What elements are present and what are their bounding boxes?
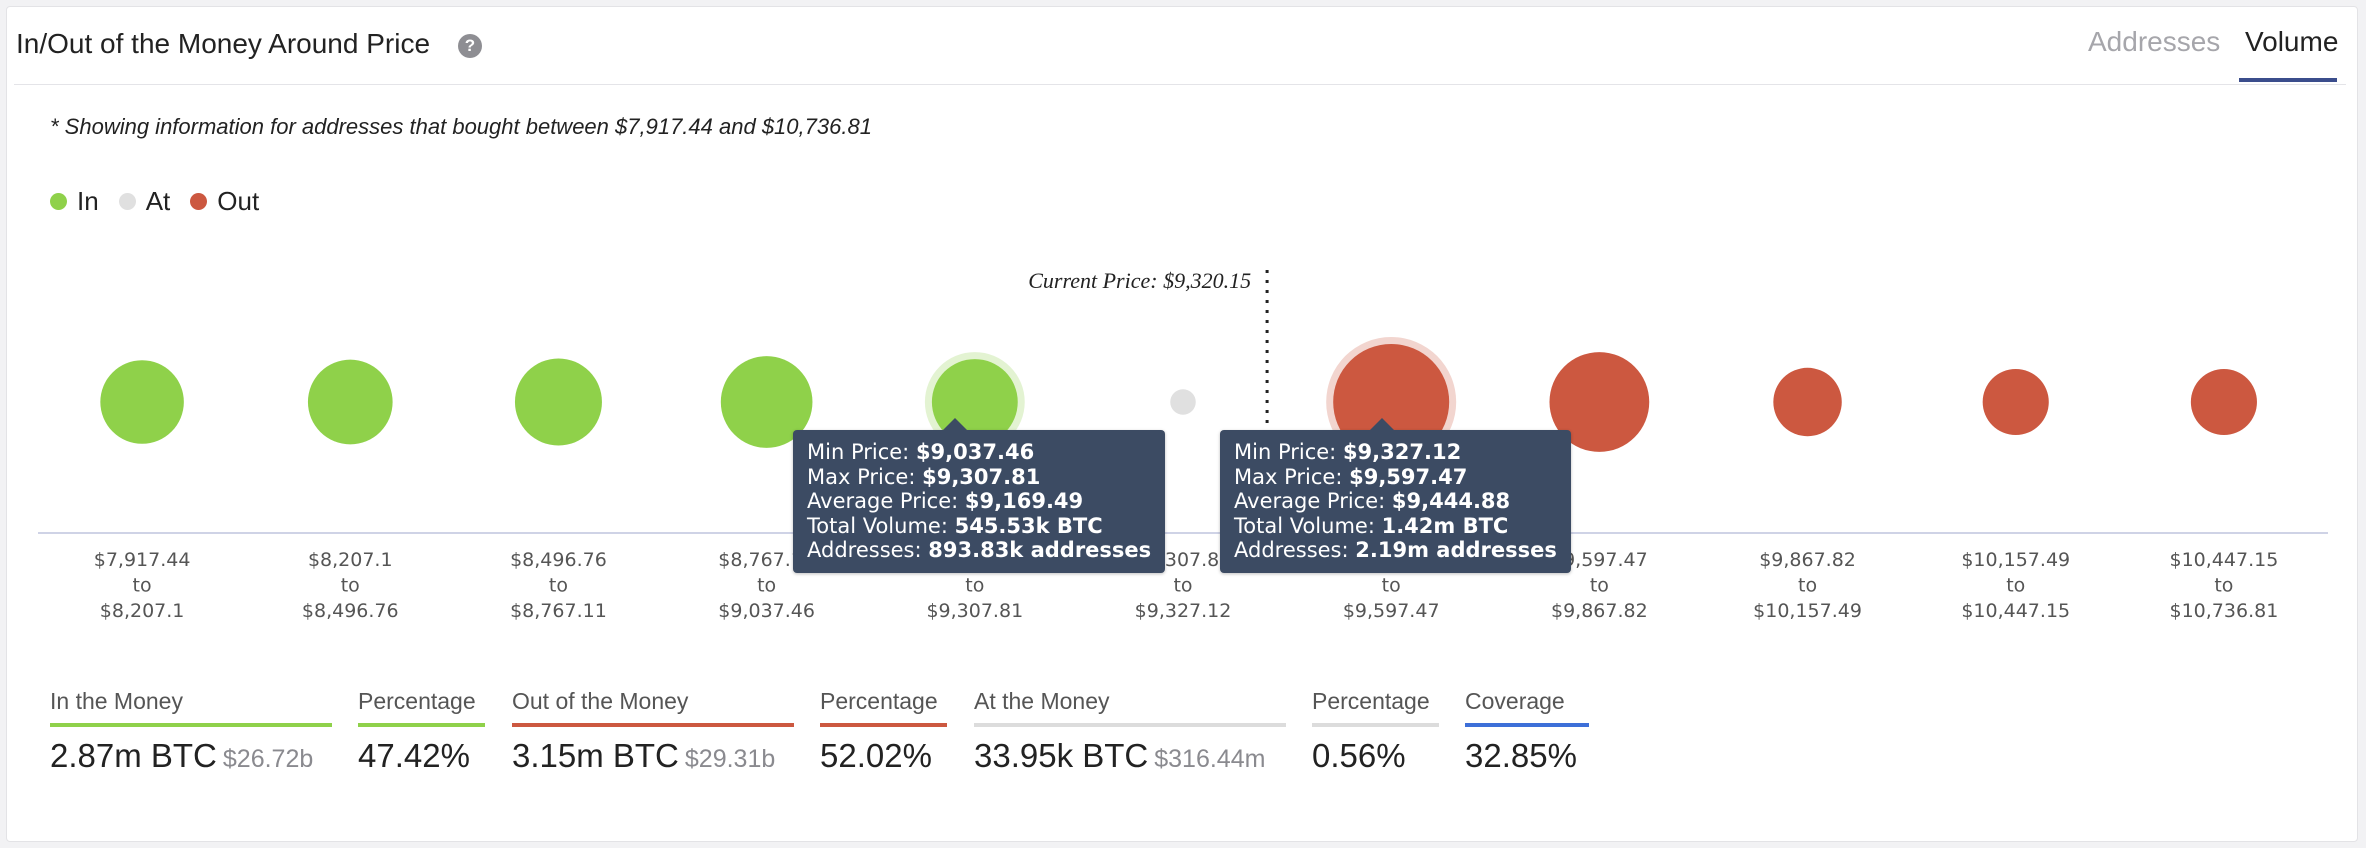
tick-label-4-to: $9,037.46 (718, 600, 815, 622)
tick-label-2-from: $8,207.1 (308, 549, 393, 571)
stat-label: In the Money (50, 688, 183, 714)
tooltip-max-row: Max Price: $9,307.81 (807, 464, 1041, 489)
tooltip-cluster-7: Min Price: $9,327.12 Max Price: $9,597.4… (1220, 418, 1571, 573)
stat-value: 52.02% (820, 737, 932, 774)
legend-item-in[interactable]: In (50, 186, 99, 217)
stat-value: 32.85% (1465, 737, 1577, 774)
bubble-4[interactable] (720, 356, 813, 448)
legend-label-at: At (145, 186, 171, 216)
tooltip-volume-row: Total Volume: 545.53k BTC (807, 513, 1103, 538)
legend-label-out: Out (217, 186, 260, 216)
chart-legend: In At Out (50, 186, 279, 217)
tick-label-3-to: $8,767.11 (510, 600, 607, 622)
tick-label-10-from: $10,157.49 (1961, 549, 2070, 571)
bubble-8[interactable] (1549, 352, 1650, 452)
out-percentage-stat: Percentage 52.02% (820, 688, 947, 775)
legend-label-in: In (77, 186, 99, 216)
stat-underline-coverage (1465, 723, 1589, 727)
tooltip-max-row: Max Price: $9,597.47 (1234, 464, 1468, 489)
in-out-money-card (6, 6, 2358, 842)
bubble-6[interactable] (1170, 389, 1196, 415)
legend-item-at[interactable]: At (118, 186, 171, 217)
tick-label-9-to-word: to (1798, 575, 1817, 597)
tick-label-8-from: $9,597.47 (1551, 549, 1648, 571)
tick-label-1-from: $7,917.44 (94, 549, 191, 571)
stat-underline-at (974, 723, 1286, 727)
tick-label-6-to-word: to (1173, 575, 1192, 597)
out-of-the-money-stat: Out of the Money 3.15m BTC $29.31b (512, 688, 794, 775)
tick-label-2-to-word: to (341, 575, 360, 597)
legend-dot-out (190, 193, 208, 210)
stat-underline-at-pct (1312, 723, 1439, 727)
tick-label-7-to: $9,597.47 (1343, 600, 1440, 622)
tick-label-4-from: $8,767.11 (718, 549, 815, 571)
in-the-money-stat: In the Money 2.87m BTC $26.72b (50, 688, 332, 775)
bubble-11[interactable] (2190, 368, 2257, 436)
tooltip-addresses-row: Addresses: 893.83k addresses (807, 538, 1152, 562)
tick-label-10-to: $10,447.15 (1961, 600, 2070, 622)
stat-underline-in (50, 723, 332, 727)
stat-label: Percentage (1312, 688, 1430, 714)
bubble-1[interactable] (100, 360, 184, 444)
tick-label-9-from: $9,867.82 (1759, 549, 1856, 571)
tooltip-avg-row: Average Price: $9,444.88 (1234, 489, 1511, 513)
stat-label: Out of the Money (512, 688, 689, 714)
stat-label: Percentage (358, 688, 476, 714)
bubble-2[interactable] (307, 359, 393, 445)
tab-addresses[interactable]: Addresses (2088, 26, 2221, 57)
current-price-label: Current Price: $9,320.15 (1028, 268, 1251, 293)
tick-label-5-to: $9,307.81 (926, 600, 1023, 622)
coverage-stat: Coverage 32.85% (1465, 688, 1589, 775)
stat-value: 47.42% (358, 737, 470, 774)
bubble-10[interactable] (1982, 368, 2049, 436)
stat-value: 33.95k BTC $316.44m (974, 737, 1266, 774)
tick-label-1-to: $8,207.1 (100, 600, 185, 622)
stat-value: 2.87m BTC $26.72b (50, 737, 314, 774)
tooltip-avg-row: Average Price: $9,169.49 (807, 489, 1084, 513)
tick-label-3-from: $8,496.76 (510, 549, 607, 571)
active-tab-indicator (2239, 78, 2337, 82)
legend-item-out[interactable]: Out (190, 186, 259, 217)
tick-label-5-to-word: to (965, 575, 984, 597)
tab-volume[interactable]: Volume (2245, 26, 2339, 57)
tick-label-10-to-word: to (2006, 575, 2025, 597)
tooltip-cluster-5: Min Price: $9,037.46 Max Price: $9,307.8… (793, 418, 1166, 573)
stat-underline-in-pct (358, 723, 485, 727)
tooltip-min-row: Min Price: $9,327.12 (1234, 440, 1462, 464)
tick-label-9-to: $10,157.49 (1753, 600, 1862, 622)
tick-label-7-to-word: to (1382, 575, 1401, 597)
tick-label-1-to-word: to (133, 575, 152, 597)
stat-underline-out-pct (820, 723, 947, 727)
tick-label-8-to-word: to (1590, 575, 1609, 597)
tick-label-8-to: $9,867.82 (1551, 600, 1648, 622)
range-info-note: * Showing information for addresses that… (50, 114, 872, 139)
tooltip-min-row: Min Price: $9,037.46 (807, 440, 1035, 464)
at-percentage-stat: Percentage 0.56% (1312, 688, 1439, 775)
legend-dot-in (50, 193, 67, 210)
tick-label-4-to-word: to (757, 575, 776, 597)
stat-label: At the Money (974, 688, 1110, 714)
tick-label-3-to-word: to (549, 575, 568, 597)
bubble-chart: $7,917.44 to $8,207.1 $8,207.1 to $8,496.76 $8… (38, 268, 2328, 622)
tick-label-6-to: $9,327.12 (1135, 600, 1232, 622)
tooltip-addresses-row: Addresses: 2.19m addresses (1234, 538, 1557, 562)
question-circle-icon[interactable]: ? (458, 34, 482, 58)
tick-label-11-to: $10,736.81 (2170, 600, 2279, 622)
stat-label: Percentage (820, 688, 938, 714)
bubble-3[interactable] (514, 358, 602, 446)
tick-label-2-to: $8,496.76 (302, 600, 399, 622)
tooltip-volume-row: Total Volume: 1.42m BTC (1234, 513, 1509, 538)
stat-label: Coverage (1465, 688, 1565, 714)
page-title: In/Out of the Money Around Price (16, 28, 431, 59)
tick-label-11-to-word: to (2214, 575, 2233, 597)
at-the-money-stat: At the Money 33.95k BTC $316.44m (974, 688, 1286, 775)
header-divider (14, 84, 2346, 85)
legend-dot-at (118, 193, 136, 210)
tick-label-11-from: $10,447.15 (2170, 549, 2279, 571)
stat-value: 0.56% (1312, 737, 1406, 774)
bubble-9[interactable] (1773, 367, 1842, 437)
stat-value: 3.15m BTC $29.31b (512, 737, 776, 774)
in-percentage-stat: Percentage 47.42% (358, 688, 485, 775)
stat-underline-out (512, 723, 794, 727)
